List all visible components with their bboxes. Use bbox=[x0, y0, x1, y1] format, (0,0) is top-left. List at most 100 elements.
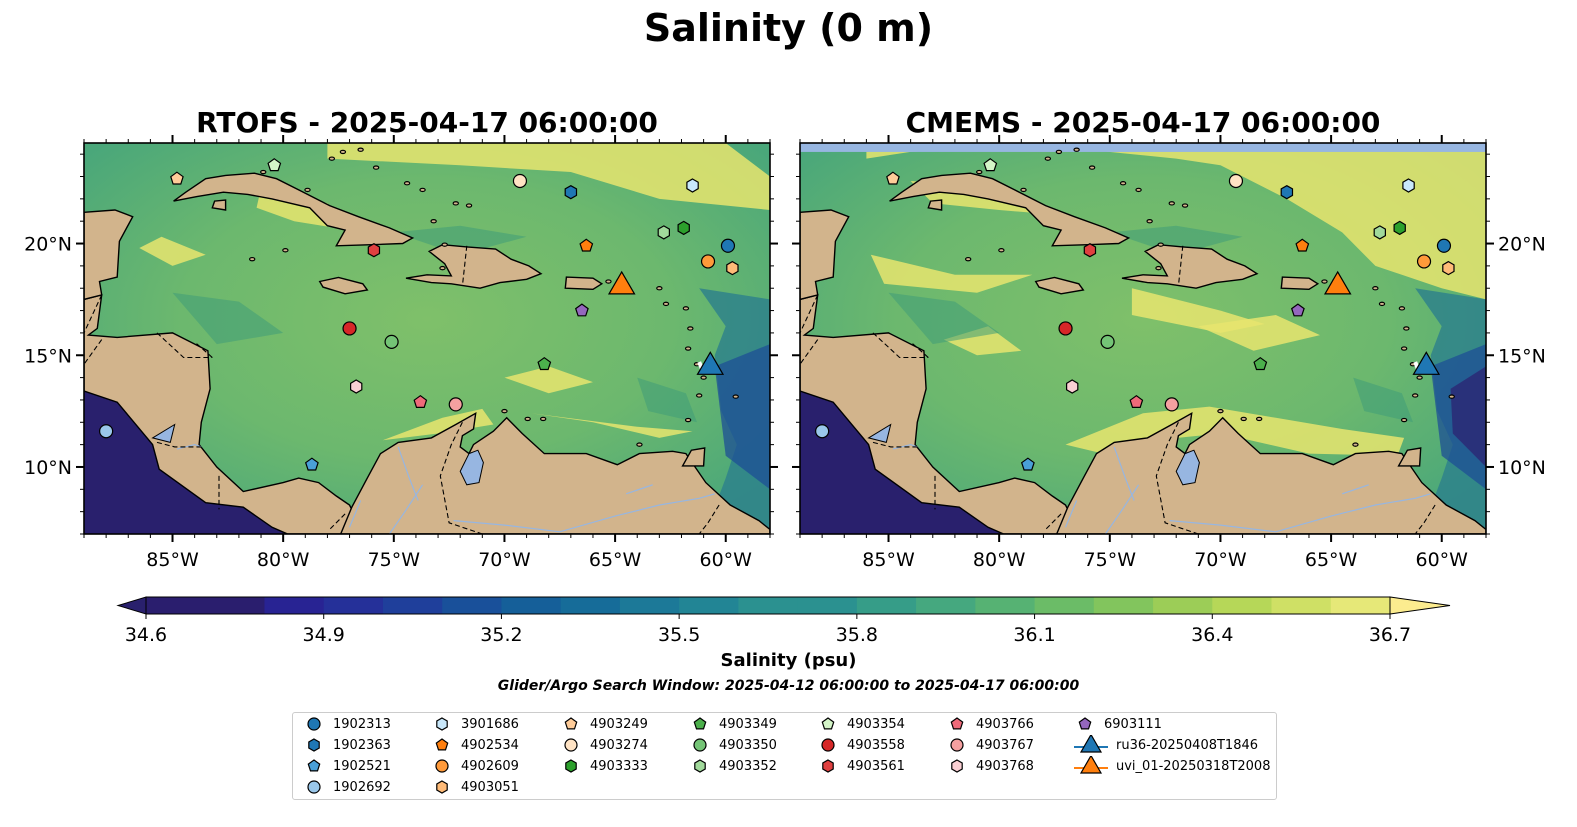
glider-marker-uvi_01-20250318T2008 bbox=[1323, 270, 1352, 295]
argo-marker-1902521 bbox=[304, 457, 319, 471]
map-frames bbox=[76, 135, 1494, 542]
legend-marker-icon bbox=[307, 759, 321, 772]
colorbar-segment bbox=[146, 597, 206, 614]
argo-marker-4903354 bbox=[267, 158, 282, 172]
legend-label: 4903350 bbox=[719, 737, 777, 753]
argo-marker-4903354 bbox=[983, 158, 998, 172]
legend-label: 4903558 bbox=[847, 737, 905, 753]
argo-marker-4903352 bbox=[657, 225, 671, 240]
lat-tick-label: 15°N bbox=[1498, 345, 1546, 367]
legend-marker-icon bbox=[693, 717, 707, 730]
legend-label: 6903111 bbox=[1104, 716, 1162, 732]
colorbar-segment bbox=[679, 597, 739, 614]
legend-item-4903354: 4903354 bbox=[817, 714, 905, 734]
lat-tick-label: 20°N bbox=[1498, 234, 1546, 256]
legend-item-4903051: 4903051 bbox=[431, 777, 519, 797]
legend-label: 3901686 bbox=[461, 716, 519, 732]
lon-tick-label: 60°W bbox=[1416, 549, 1469, 571]
colorbar-extend-low bbox=[116, 596, 147, 615]
colorbar-segment bbox=[619, 597, 680, 614]
argo-marker-4903349 bbox=[1253, 356, 1268, 371]
legend-marker-icon bbox=[564, 738, 578, 752]
legend-item-4902534: 4902534 bbox=[431, 735, 519, 755]
argo-marker-4903274 bbox=[1228, 173, 1244, 189]
colorbar-segment bbox=[323, 597, 384, 614]
argo-marker-4903350 bbox=[384, 334, 399, 349]
lon-tick-label: 80°W bbox=[973, 549, 1026, 571]
legend-label: 1902521 bbox=[333, 758, 391, 774]
rtofs-map-panel bbox=[84, 143, 770, 534]
legend-marker-icon bbox=[564, 717, 578, 730]
argo-marker-1902692 bbox=[815, 424, 830, 439]
argo-marker-4903561 bbox=[367, 243, 381, 258]
colorbar-tick-label: 35.5 bbox=[658, 624, 700, 646]
argo-marker-4903768 bbox=[350, 379, 363, 394]
colorbar-segment bbox=[797, 597, 858, 614]
argo-marker-4903051 bbox=[726, 260, 739, 276]
legend-marker-icon bbox=[821, 717, 835, 730]
colorbar-segment bbox=[975, 597, 1036, 614]
legend-marker-icon bbox=[694, 759, 706, 773]
legend-item-1902521: 1902521 bbox=[303, 756, 391, 776]
legend-item-1902363: 1902363 bbox=[303, 735, 391, 755]
legend-item-4903766: 4903766 bbox=[946, 714, 1034, 734]
legend-marker-icon bbox=[1074, 735, 1108, 753]
legend-marker-icon bbox=[308, 738, 320, 752]
platform-legend: 1902313 1902363 1902521 1902692 3901686 49025… bbox=[292, 712, 1277, 800]
argo-marker-1902313 bbox=[720, 238, 736, 253]
legend-item-4903767: 4903767 bbox=[946, 735, 1034, 755]
glider-marker-uvi_01-20250318T2008 bbox=[607, 270, 636, 295]
legend-marker-icon bbox=[822, 759, 834, 773]
argo-marker-1902313 bbox=[1436, 238, 1452, 253]
argo-marker-1902521 bbox=[1020, 457, 1035, 471]
colorbar-tick-label: 36.4 bbox=[1191, 624, 1233, 646]
legend-item-3901686: 3901686 bbox=[431, 714, 519, 734]
legend-item-4903352: 4903352 bbox=[689, 756, 777, 776]
legend-marker-icon bbox=[821, 738, 835, 752]
legend-label: 4903333 bbox=[590, 758, 648, 774]
argo-marker-4903558 bbox=[342, 321, 357, 336]
argo-marker-1902692 bbox=[99, 424, 114, 439]
legend-marker-icon bbox=[950, 738, 964, 752]
lon-tick-label: 65°W bbox=[589, 549, 642, 571]
lat-tick-label: 10°N bbox=[24, 457, 72, 479]
lon-tick-label: 70°W bbox=[1194, 549, 1247, 571]
cmems-map-panel bbox=[800, 143, 1486, 534]
colorbar-segment bbox=[1093, 597, 1154, 614]
legend-marker-icon bbox=[436, 780, 448, 794]
legend-item-4903349: 4903349 bbox=[689, 714, 777, 734]
argo-marker-4903349 bbox=[537, 356, 552, 371]
lon-tick-label: 75°W bbox=[1084, 549, 1137, 571]
colorbar-segment bbox=[1153, 597, 1213, 614]
argo-marker-4903249 bbox=[886, 171, 900, 185]
argo-marker-4902609 bbox=[1416, 254, 1432, 269]
legend-item-4903561: 4903561 bbox=[817, 756, 905, 776]
lon-tick-label: 80°W bbox=[257, 549, 310, 571]
legend-label: ru36-20250408T1846 bbox=[1116, 737, 1259, 753]
argo-marker-4903767 bbox=[448, 397, 463, 412]
legend-label: 4903352 bbox=[719, 758, 777, 774]
lon-tick-label: 60°W bbox=[700, 549, 753, 571]
colorbar-segment bbox=[856, 597, 917, 614]
legend-label: 4903349 bbox=[719, 716, 777, 732]
colorbar-segment bbox=[1212, 597, 1273, 614]
colorbar-segment bbox=[264, 597, 325, 614]
colorbar-segment bbox=[1330, 597, 1391, 614]
legend-marker-icon bbox=[565, 759, 577, 773]
legend-label: uvi_01-20250318T2008 bbox=[1116, 758, 1271, 774]
argo-marker-4903766 bbox=[413, 394, 428, 408]
legend-label: 4903768 bbox=[976, 758, 1034, 774]
legend-item-4903768: 4903768 bbox=[946, 756, 1034, 776]
salinity-colorbar: 34.6 34.9 35.2 35.5 35.8 36.1 36.4 36.7 bbox=[116, 596, 1451, 646]
argo-marker-6903111 bbox=[574, 303, 589, 317]
legend-item-ru36-20250408T1846: ru36-20250408T1846 bbox=[1074, 735, 1258, 755]
colorbar-segment bbox=[738, 597, 799, 614]
legend-label: 4903767 bbox=[976, 737, 1034, 753]
legend-item-4903558: 4903558 bbox=[817, 735, 905, 755]
legend-item-4902609: 4902609 bbox=[431, 756, 519, 776]
legend-marker-icon bbox=[436, 717, 448, 731]
argo-marker-4902609 bbox=[700, 254, 716, 269]
glider-marker-ru36-20250408T1846 bbox=[696, 351, 725, 375]
argo-marker-4902534 bbox=[579, 238, 594, 252]
legend-label: 4903766 bbox=[976, 716, 1034, 732]
